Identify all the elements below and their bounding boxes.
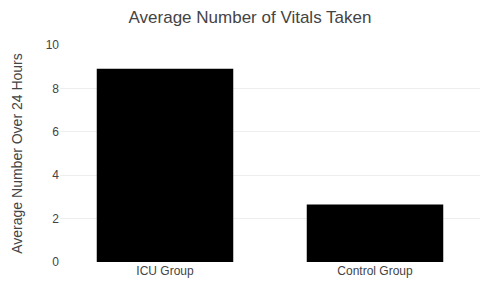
svg-text:2: 2 (52, 212, 59, 226)
svg-text:Control Group: Control Group (337, 264, 413, 278)
svg-text:10: 10 (46, 38, 60, 52)
svg-text:Average Number Over 24 Hours: Average Number Over 24 Hours (9, 53, 25, 254)
svg-text:6: 6 (52, 125, 59, 139)
svg-text:4: 4 (52, 168, 59, 182)
svg-text:0: 0 (52, 255, 59, 269)
svg-text:Average Number of Vitals Taken: Average Number of Vitals Taken (129, 8, 372, 27)
svg-text:ICU Group: ICU Group (136, 264, 194, 278)
svg-text:8: 8 (52, 82, 59, 96)
